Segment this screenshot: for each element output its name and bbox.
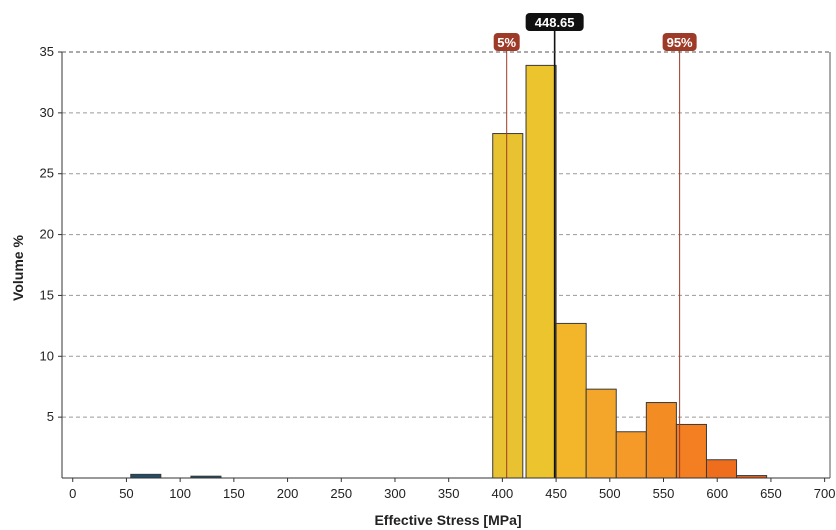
x-tick-label: 0 <box>69 486 76 501</box>
percentile-label-box <box>493 33 520 51</box>
x-tick-label: 600 <box>706 486 728 501</box>
histogram-bar <box>705 459 738 479</box>
histogram-bar <box>615 431 647 479</box>
x-tick-label: 400 <box>492 486 514 501</box>
x-tick-label: 450 <box>545 486 567 501</box>
y-tick-label: 20 <box>40 227 54 242</box>
y-tick-label: 25 <box>40 166 54 181</box>
x-tick-label: 50 <box>119 486 133 501</box>
x-tick-label: 300 <box>384 486 406 501</box>
histogram-bar <box>555 322 587 479</box>
y-tick-label: 30 <box>40 105 54 120</box>
percentile-label: 95% <box>667 35 693 50</box>
histogram-bar <box>130 473 162 479</box>
y-tick-label: 5 <box>47 409 54 424</box>
x-tick-label: 250 <box>330 486 352 501</box>
markers-layer: 5% 448.65 95% <box>493 13 697 478</box>
percentile-label-box <box>662 33 697 51</box>
y-axis-title: Volume % <box>10 235 26 301</box>
histogram-bar <box>645 402 677 479</box>
x-tick-label: 700 <box>814 486 836 501</box>
x-tick-label: 550 <box>653 486 675 501</box>
bars-layer <box>130 64 768 479</box>
y-tick-label: 15 <box>40 287 54 302</box>
x-tick-label: 150 <box>223 486 245 501</box>
histogram-bar <box>492 133 524 479</box>
median-label-box <box>525 13 584 31</box>
y-tick-label: 35 <box>40 44 54 59</box>
x-tick-label: 100 <box>169 486 191 501</box>
y-tick-label: 10 <box>40 348 54 363</box>
histogram-bar <box>585 388 617 479</box>
x-axis-title: Effective Stress [MPa] <box>374 512 521 528</box>
x-tick-label: 650 <box>760 486 782 501</box>
grid-layer <box>62 51 830 418</box>
x-tick-label: 500 <box>599 486 621 501</box>
histogram-bar <box>675 423 707 479</box>
percentile-label: 5% <box>497 35 516 50</box>
x-tick-label: 200 <box>277 486 299 501</box>
histogram-bar <box>525 64 557 479</box>
median-label: 448.65 <box>535 15 575 30</box>
x-tick-label: 350 <box>438 486 460 501</box>
